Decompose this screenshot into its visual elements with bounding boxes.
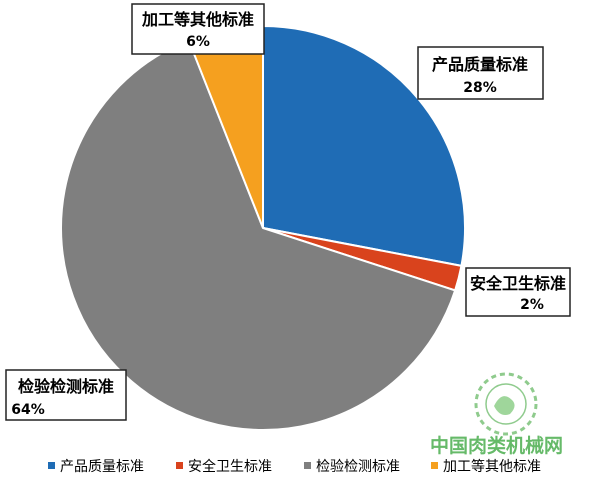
gear-icon <box>474 372 538 436</box>
callout-label-0: 产品质量标准 <box>432 55 528 74</box>
callout-label-2: 检验检测标准 <box>18 377 114 396</box>
watermark: 中国肉类机械网 <box>430 372 563 457</box>
legend-marker-2 <box>304 462 311 469</box>
callout-1: 安全卫生标准 2% <box>465 267 571 317</box>
callout-value-2: 64% <box>11 402 45 418</box>
callout-value-1: 2% <box>520 297 544 313</box>
callout-box-3 <box>131 3 265 55</box>
watermark-text: 中国肉类机械网 <box>430 434 563 457</box>
callout-2: 检验检测标准 64% <box>5 369 127 421</box>
callout-box-1 <box>465 267 571 317</box>
callout-box-0 <box>417 46 544 100</box>
callout-3: 加工等其他标准 6% <box>131 3 265 55</box>
legend: 产品质量标准 安全卫生标准 检验检测标准 加工等其他标准 <box>48 458 541 475</box>
callout-value-0: 28% <box>463 80 497 96</box>
callout-label-1: 安全卫生标准 <box>470 274 566 293</box>
legend-label-1: 安全卫生标准 <box>188 458 272 475</box>
callout-value-3: 6% <box>186 34 210 50</box>
callout-box-2 <box>5 369 127 421</box>
legend-marker-3 <box>431 462 438 469</box>
callout-label-3: 加工等其他标准 <box>141 10 254 29</box>
pie-slices <box>60 24 466 431</box>
legend-label-2: 检验检测标准 <box>316 459 400 475</box>
legend-marker-0 <box>48 462 55 469</box>
legend-label-3: 加工等其他标准 <box>443 458 541 475</box>
legend-label-0: 产品质量标准 <box>60 459 144 475</box>
callout-0: 产品质量标准 28% <box>417 46 544 100</box>
legend-marker-1 <box>176 462 183 469</box>
